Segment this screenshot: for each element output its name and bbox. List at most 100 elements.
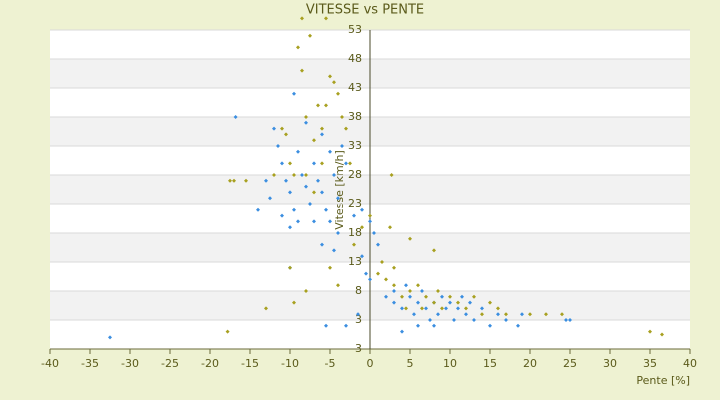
point xyxy=(432,323,436,328)
y-tick-label: 18 xyxy=(348,226,362,239)
point xyxy=(456,300,460,305)
point xyxy=(292,91,296,96)
point xyxy=(300,16,304,21)
point xyxy=(384,294,388,299)
x-tick-label: -15 xyxy=(241,357,259,370)
point xyxy=(440,306,444,311)
y-tick-label: 8 xyxy=(355,284,362,297)
point xyxy=(324,103,328,108)
point xyxy=(233,115,238,119)
point xyxy=(340,144,344,148)
y-tick-label: 13 xyxy=(348,255,362,268)
x-tick-label: -30 xyxy=(121,357,139,370)
point xyxy=(468,300,472,305)
y-tick-label: 23 xyxy=(348,197,362,210)
point xyxy=(296,219,300,224)
point xyxy=(328,219,332,224)
point xyxy=(380,260,384,264)
point xyxy=(316,103,320,108)
point xyxy=(328,74,332,79)
point xyxy=(336,283,340,288)
point xyxy=(392,289,396,293)
point xyxy=(284,178,288,183)
point xyxy=(432,248,436,253)
point xyxy=(268,196,272,201)
x-tick-label: 0 xyxy=(367,357,374,370)
point xyxy=(328,265,332,270)
point xyxy=(292,207,296,212)
point xyxy=(408,294,412,299)
point xyxy=(504,312,508,317)
y-tick-label: 53 xyxy=(348,23,362,36)
point xyxy=(448,294,452,299)
point xyxy=(416,300,420,305)
point xyxy=(452,318,456,322)
point xyxy=(320,242,324,247)
point xyxy=(408,236,412,241)
point xyxy=(400,329,404,334)
point xyxy=(320,161,324,166)
point xyxy=(372,231,376,235)
point xyxy=(464,312,468,317)
point xyxy=(360,254,364,259)
point xyxy=(352,242,356,247)
point xyxy=(364,271,368,276)
point xyxy=(324,207,328,212)
point xyxy=(496,312,500,317)
point xyxy=(348,161,352,166)
point xyxy=(288,265,292,270)
point xyxy=(472,294,476,299)
point xyxy=(560,312,564,317)
point xyxy=(480,306,484,311)
point xyxy=(225,329,230,334)
point xyxy=(340,115,344,119)
point xyxy=(544,312,548,317)
point xyxy=(312,161,316,166)
point xyxy=(648,329,652,334)
y-tick-label: 33 xyxy=(348,139,362,152)
point xyxy=(472,318,476,322)
point xyxy=(336,196,340,201)
point xyxy=(280,213,284,218)
point xyxy=(480,312,484,317)
point xyxy=(344,161,348,166)
x-tick-label: -10 xyxy=(281,357,299,370)
point xyxy=(304,120,308,125)
point xyxy=(400,294,404,299)
point xyxy=(424,294,428,299)
point xyxy=(356,312,360,317)
point xyxy=(308,202,312,206)
point xyxy=(400,306,404,311)
point xyxy=(408,289,412,293)
y-tick-label: 28 xyxy=(348,168,362,181)
point xyxy=(520,312,524,317)
point xyxy=(332,173,336,177)
point xyxy=(288,161,292,166)
point xyxy=(420,289,424,293)
point xyxy=(460,294,464,299)
point xyxy=(332,80,336,85)
point xyxy=(404,306,408,311)
point xyxy=(428,318,432,322)
x-tick-label: -5 xyxy=(325,357,336,370)
x-axis-label: Pente [%] xyxy=(636,374,690,387)
point xyxy=(436,312,440,317)
point xyxy=(272,173,276,177)
point xyxy=(416,283,420,288)
x-tick-label: 30 xyxy=(603,357,617,370)
point xyxy=(300,68,304,73)
y-tick-label: 48 xyxy=(348,52,362,65)
point xyxy=(288,190,292,195)
point xyxy=(528,312,532,317)
point xyxy=(324,16,328,21)
point xyxy=(464,306,468,311)
x-tick-label: 15 xyxy=(483,357,497,370)
x-tick-label: -25 xyxy=(161,357,179,370)
point xyxy=(328,149,332,154)
point xyxy=(496,306,500,311)
point xyxy=(336,231,340,235)
point xyxy=(444,306,448,311)
x-tick-label: -20 xyxy=(201,357,219,370)
point xyxy=(389,173,394,177)
